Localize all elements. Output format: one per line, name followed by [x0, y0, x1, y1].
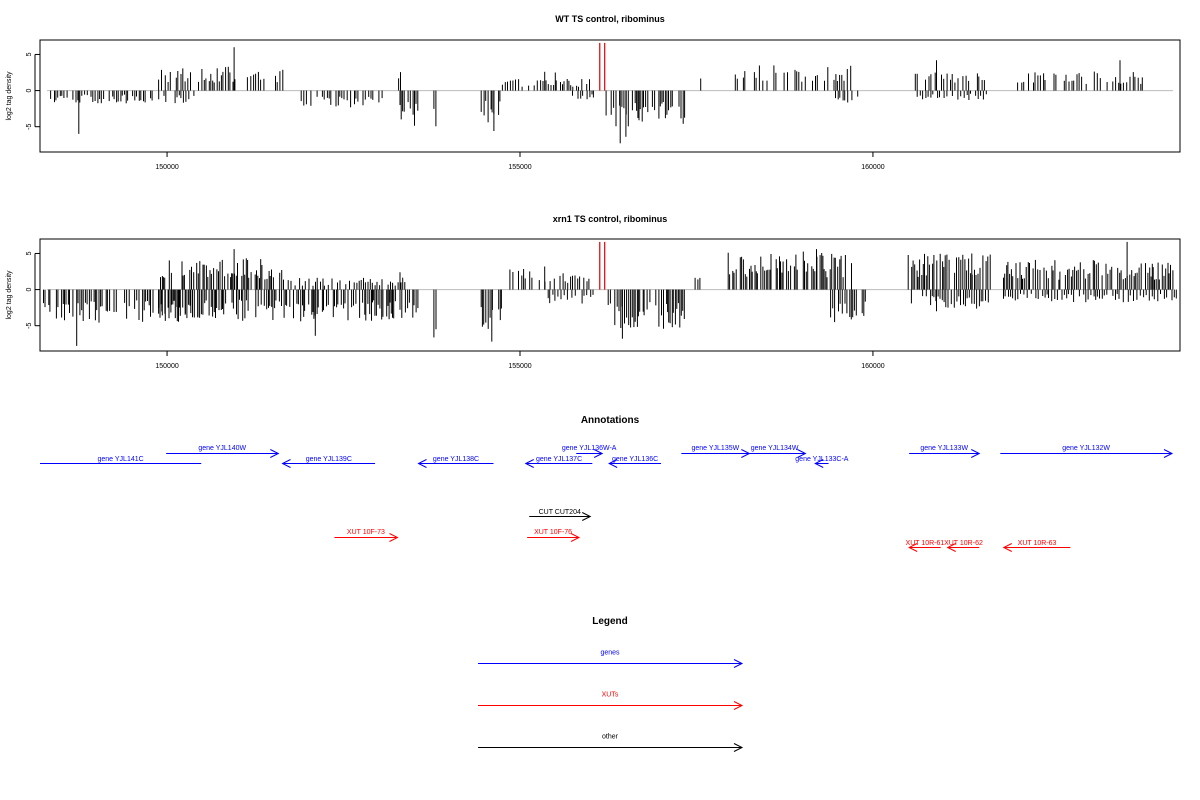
x-tick-label: 155000: [508, 363, 531, 370]
arrowhead-right-icon: [733, 659, 744, 668]
arrowhead-right-icon: [270, 449, 280, 458]
annotation-feature: gene YJL135W: [681, 445, 751, 458]
feature-label: gene YJL132W: [1062, 445, 1110, 452]
legend-item-genes: genes: [478, 650, 744, 668]
y-tick-label: 0: [26, 89, 33, 93]
annotation-feature: gene YJL133C-A: [795, 456, 849, 468]
arrowhead-left-icon: [608, 459, 618, 468]
x-tick-label: 150000: [155, 164, 178, 171]
arrowhead-right-icon: [389, 533, 399, 542]
feature-label: gene YJL137C: [536, 456, 582, 463]
panel-title: xrn1 TS control, ribominus: [553, 214, 668, 224]
arrowhead-right-icon: [582, 512, 592, 521]
xrn1-density-panel: xrn1 TS control, ribominus log2 tag densi…: [6, 214, 1181, 370]
feature-label: gene YJL136C: [612, 456, 658, 463]
annotation-feature: gene YJL139C: [281, 456, 376, 468]
annotation-feature: gene YJL138C: [417, 456, 494, 468]
annotation-feature: XUT 10R-63: [1002, 540, 1071, 552]
arrowhead-right-icon: [570, 533, 581, 542]
feature-label: XUT 10R-62: [944, 540, 983, 547]
plot-frame: [39, 238, 1181, 352]
wt-density-panel: WT TS control, ribominus log2 tag density…: [6, 14, 1181, 171]
annotation-feature: XUT 10R-61: [906, 540, 945, 552]
y-tick-label: 5: [26, 52, 33, 56]
y-tick-label: -5: [26, 322, 33, 328]
legend-item-label: genes: [600, 650, 620, 657]
legend-item-label: other: [602, 734, 619, 741]
arrowhead-right-icon: [797, 449, 807, 458]
arrowhead-right-icon: [1163, 449, 1174, 458]
annotation-feature: gene YJL136W-A: [562, 445, 617, 458]
annotation-feature: XUT 10F-76: [527, 529, 581, 542]
arrowhead-right-icon: [593, 449, 604, 458]
y-tick-label: -5: [26, 123, 33, 129]
annotation-feature: gene YJL132W: [1000, 445, 1174, 458]
arrowhead-left-icon: [524, 459, 534, 468]
annotation-feature: gene YJL133W: [909, 445, 981, 458]
arrowhead-right-icon: [733, 701, 744, 710]
x-tick-label: 160000: [861, 363, 884, 370]
annotation-feature: CUT CUT204: [529, 509, 592, 521]
annotation-feature: gene YJL134W: [743, 445, 807, 458]
feature-label: XUT 10R-61: [906, 540, 945, 547]
y-axis-label: log2 tag density: [6, 71, 13, 121]
annotations-track: Annotations gene YJL141C gene YJL140W gene…: [40, 415, 1174, 552]
feature-label: gene YJL141C: [98, 456, 144, 463]
panel-title: WT TS control, ribominus: [555, 14, 665, 24]
legend-title: Legend: [592, 616, 628, 627]
annotation-feature: XUT 10R-62: [944, 540, 983, 552]
feature-label: XUT 10F-76: [534, 529, 572, 536]
density-bars: [43, 241, 1177, 346]
feature-label: gene YJL138C: [433, 456, 479, 463]
arrowhead-left-icon: [946, 543, 956, 552]
feature-label: XUT 10R-63: [1018, 540, 1057, 547]
feature-label: gene YJL140W: [198, 445, 246, 452]
feature-label: gene YJL136W-A: [562, 445, 617, 452]
x-tick-label: 155000: [508, 164, 531, 171]
arrowhead-right-icon: [733, 743, 744, 752]
legend-item-other: other: [478, 734, 744, 752]
annotation-feature: gene YJL137C: [524, 456, 593, 468]
feature-label: gene YJL133W: [920, 445, 968, 452]
legend-item-label: XUTs: [602, 692, 619, 699]
annotation-feature: gene YJL141C: [40, 456, 202, 464]
annotation-feature: gene YJL136C: [608, 456, 662, 468]
legend-item-XUTs: XUTs: [478, 692, 744, 710]
y-tick-label: 5: [26, 251, 33, 255]
feature-label: gene YJL134W: [751, 445, 799, 452]
arrowhead-left-icon: [814, 459, 824, 468]
legend: Legend genes XUTs other: [478, 616, 744, 752]
arrowhead-left-icon: [1002, 543, 1013, 552]
plot-frame: [39, 39, 1181, 153]
feature-label: gene YJL139C: [306, 456, 352, 463]
y-tick-label: 0: [26, 288, 33, 292]
density-bars: [50, 47, 1143, 144]
y-axis-label: log2 tag density: [6, 270, 13, 320]
feature-label: gene YJL135W: [691, 445, 739, 452]
arrowhead-left-icon: [908, 543, 918, 552]
annotation-feature: XUT 10F-73: [334, 529, 399, 542]
feature-label: CUT CUT204: [539, 509, 581, 516]
arrowhead-right-icon: [971, 449, 981, 458]
feature-label: XUT 10F-73: [347, 529, 385, 536]
x-tick-label: 150000: [155, 363, 178, 370]
feature-label: gene YJL133C-A: [795, 456, 849, 463]
annotations-title: Annotations: [581, 415, 640, 426]
annotation-feature: gene YJL140W: [166, 445, 280, 458]
arrowhead-left-icon: [281, 459, 291, 468]
x-tick-label: 160000: [861, 164, 884, 171]
arrowhead-left-icon: [417, 459, 427, 468]
